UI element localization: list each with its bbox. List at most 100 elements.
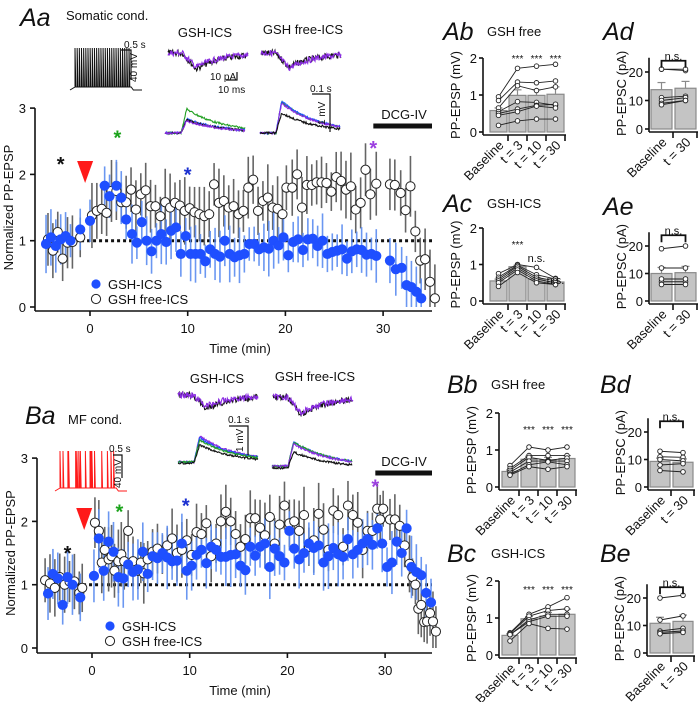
data-point xyxy=(235,541,246,552)
significance-asterisk: * xyxy=(57,154,65,176)
individual-point xyxy=(564,444,570,450)
data-point xyxy=(108,546,119,557)
data-point xyxy=(118,573,129,584)
data-point xyxy=(219,235,230,246)
individual-point xyxy=(682,276,689,282)
scale-bar xyxy=(226,72,238,81)
y-tick-label: 0 xyxy=(636,294,643,309)
individual-point xyxy=(495,122,502,129)
data-point xyxy=(176,538,187,549)
data-point xyxy=(101,207,112,218)
data-point xyxy=(335,175,347,187)
significance-label: *** xyxy=(561,425,573,436)
significance-label: *** xyxy=(523,425,535,436)
significance-asterisk: * xyxy=(64,543,72,565)
data-point xyxy=(355,197,366,209)
significance-label: n.s. xyxy=(665,51,683,63)
legend-marker-gsh-free-ics xyxy=(104,635,116,647)
panel-label: Bc xyxy=(447,540,477,568)
data-point xyxy=(116,192,127,203)
legend-marker-gsh-ics xyxy=(105,621,115,631)
data-point xyxy=(131,237,142,248)
inset-label-gsh-free-ics: GSH free-ICS xyxy=(263,22,344,37)
data-point xyxy=(430,626,442,637)
individual-cell xyxy=(657,629,686,637)
data-point xyxy=(313,508,324,519)
bar xyxy=(539,615,557,656)
data-point xyxy=(279,557,290,568)
individual-line xyxy=(659,627,684,632)
data-point xyxy=(345,181,356,192)
individual-cell xyxy=(658,66,689,72)
individual-point xyxy=(507,472,513,478)
scale-label: 0.1 s xyxy=(228,415,250,426)
data-point xyxy=(111,180,122,191)
individual-line xyxy=(509,460,567,473)
data-point xyxy=(146,246,157,257)
scale-bar xyxy=(121,49,132,80)
individual-line xyxy=(509,608,568,634)
data-point xyxy=(200,256,211,267)
individual-line xyxy=(498,269,556,286)
panel-label: Ad xyxy=(601,18,635,46)
y-axis-label: PP-EPSP (mV) xyxy=(464,406,479,494)
individual-point xyxy=(526,620,532,627)
data-point xyxy=(57,253,68,264)
epsc-trace xyxy=(177,390,259,410)
legend-marker-gsh-free-ics xyxy=(90,293,102,305)
data-point xyxy=(342,500,354,511)
data-point xyxy=(103,536,114,547)
individual-point xyxy=(552,105,559,111)
epsp-trace xyxy=(177,444,259,465)
inset-traces-Aa: 0.5 s 40 mV GSH-ICS GSH free-ICS 10 pA 10 ms 0… xyxy=(69,22,344,136)
individual-line xyxy=(498,103,556,114)
data-point xyxy=(336,244,348,255)
data-point xyxy=(228,201,239,212)
x-tick-label: t = 30 xyxy=(660,135,694,169)
y-tick-label: 0 xyxy=(19,300,26,315)
y-tick-label: 2 xyxy=(21,514,28,529)
data-point xyxy=(420,254,431,265)
y-tick-label: 0 xyxy=(21,641,28,656)
epsp-trace xyxy=(178,438,259,465)
individual-point xyxy=(658,245,665,252)
epsc-trace xyxy=(260,49,342,72)
data-point xyxy=(277,209,288,220)
individual-cell xyxy=(495,103,559,119)
individual-cell xyxy=(657,613,686,623)
individual-line xyxy=(659,450,684,454)
x-tick-label: 0 xyxy=(88,663,95,678)
data-point xyxy=(142,568,153,580)
x-tick-label: 30 xyxy=(378,663,392,678)
individual-cell xyxy=(658,97,689,108)
individual-point xyxy=(514,82,521,89)
data-point xyxy=(372,523,383,534)
scale-label: 0.5 s xyxy=(109,444,131,455)
data-point xyxy=(210,544,222,555)
x-tick-label: t = 30 xyxy=(660,307,694,341)
data-point xyxy=(378,503,389,514)
data-point xyxy=(162,540,173,551)
x-tick-label: Baseline xyxy=(461,138,507,184)
data-point xyxy=(75,224,86,235)
panel-label: Ae xyxy=(601,193,634,221)
y-tick-label: 2 xyxy=(19,167,26,182)
individual-line xyxy=(509,461,568,475)
scale-bar xyxy=(113,454,123,478)
data-point xyxy=(416,599,427,611)
x-tick-label: 20 xyxy=(278,321,292,336)
epsp-trace xyxy=(259,100,341,136)
data-point xyxy=(123,559,134,570)
scale-label: 0.1 s xyxy=(310,84,332,95)
data-point xyxy=(298,509,310,521)
data-point xyxy=(318,524,329,535)
data-point xyxy=(326,186,337,197)
y-axis-label: Normalized PP-EPSP xyxy=(1,145,16,271)
data-point xyxy=(125,184,137,195)
panel-label: Ba xyxy=(25,402,56,430)
significance-bracket xyxy=(659,420,684,429)
